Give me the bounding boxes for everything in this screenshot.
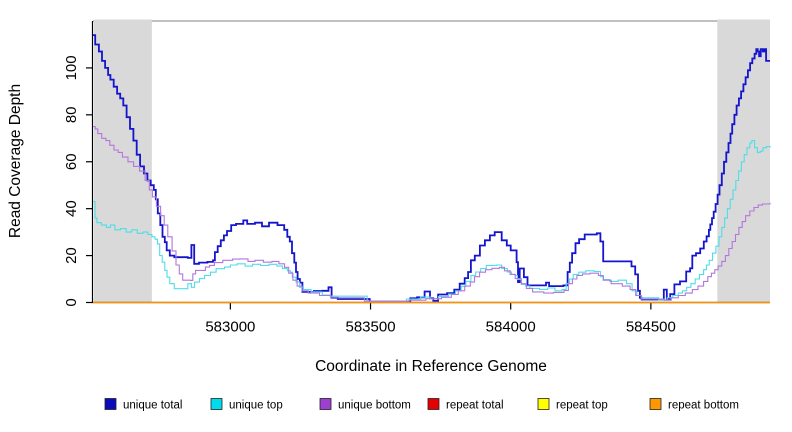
axes: 583000 583500 584000 584500 0 20 40 60 80 100 [63,21,770,336]
legend-label-unique-top: unique top [229,400,283,412]
y-tick-label: 40 [63,200,80,217]
y-axis-title: Read Coverage Depth [7,84,24,238]
legend-swatch-repeat-total [427,398,440,410]
series-unique-bottom [93,126,771,302]
y-tick-label: 60 [63,153,80,170]
legend-label-unique-bottom: unique bottom [338,400,411,412]
legend: unique total unique top unique bottom repea… [104,398,739,412]
legend-swatch-unique-total [104,398,117,410]
legend-swatch-unique-top [210,398,223,410]
legend-label-repeat-bottom: repeat bottom [668,400,739,412]
x-tick-label: 583500 [345,319,395,336]
y-tick-label: 0 [63,298,80,306]
legend-label-repeat-top: repeat top [556,400,608,412]
shaded-region-left [94,19,152,302]
series-lines [93,34,771,304]
legend-swatch-repeat-bottom [649,398,662,410]
series-unique-top [93,140,771,302]
series-unique-total [93,34,770,303]
x-tick-label: 583000 [205,319,255,336]
x-tick-label: 584000 [486,319,536,336]
y-tick-label: 20 [63,247,80,264]
legend-label-unique-total: unique total [123,400,182,412]
x-tick-label: 584500 [626,319,676,336]
y-tick-label: 100 [63,55,80,80]
legend-swatch-unique-bottom [319,398,332,410]
shaded-repeat-regions [94,19,770,302]
y-tick-label: 80 [63,106,80,123]
legend-label-repeat-total: repeat total [446,400,504,412]
x-axis-title: Coordinate in Reference Genome [315,358,547,375]
legend-swatch-repeat-top [537,398,550,410]
